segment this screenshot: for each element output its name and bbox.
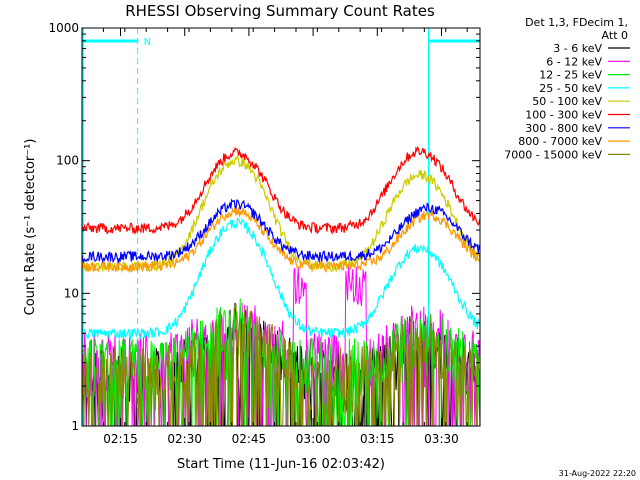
x-tick-label-0: 02:15 — [103, 432, 138, 446]
y-tick-label-3: 1000 — [48, 21, 79, 35]
generation-timestamp: 31-Aug-2022 22:20 — [559, 469, 636, 478]
series-line-3 — [81, 216, 481, 341]
y-tick-label-0: 1 — [71, 419, 79, 433]
plot-frame — [81, 27, 481, 427]
legend-header-line-2: Att 0 — [602, 29, 628, 42]
legend-label-2: 12 - 25 keV — [539, 69, 602, 82]
x-tick-label-5: 03:30 — [424, 432, 459, 446]
legend-label-4: 50 - 100 keV — [532, 95, 602, 108]
series-line-4 — [81, 155, 481, 274]
legend-label-1: 6 - 12 keV — [546, 55, 602, 68]
x-tick-label-1: 02:30 — [167, 432, 202, 446]
axis-ticks: 02:15 02:30 02:45 03:00 03:15 03:30 1 10 100 1000 — [48, 21, 480, 446]
legend-label-6: 300 - 800 keV — [525, 122, 602, 135]
night-label: N — [144, 37, 151, 48]
y-tick-label-2: 100 — [56, 154, 79, 168]
legend-label-7: 800 - 7000 keV — [518, 135, 602, 148]
y-axis-label: Count Rate (s⁻¹ detector⁻¹) — [23, 139, 38, 316]
series-3 — [81, 216, 481, 341]
series-6 — [81, 198, 481, 264]
legend-label-5: 100 - 300 keV — [525, 109, 602, 122]
legend-label-8: 7000 - 15000 keV — [504, 148, 602, 161]
x-tick-label-3: 03:00 — [296, 432, 331, 446]
y-tick-label-1: 10 — [64, 286, 79, 300]
series-7 — [81, 207, 481, 274]
series-5 — [81, 145, 481, 235]
x-tick-label-2: 02:45 — [232, 432, 267, 446]
legend-label-3: 25 - 50 keV — [539, 82, 602, 95]
series-line-7 — [81, 207, 481, 274]
series-4 — [81, 155, 481, 274]
series-line-6 — [81, 198, 481, 264]
series-line-5 — [81, 145, 481, 235]
legend-label-0: 3 - 6 keV — [553, 42, 602, 55]
chart-title: RHESSI Observing Summary Count Rates — [125, 2, 435, 20]
data-series — [81, 145, 481, 427]
x-tick-label-4: 03:15 — [360, 432, 395, 446]
x-axis-label: Start Time (11-Jun-16 02:03:42) — [177, 457, 385, 472]
legend-header-line-1: Det 1,3, FDecim 1, — [525, 16, 628, 29]
